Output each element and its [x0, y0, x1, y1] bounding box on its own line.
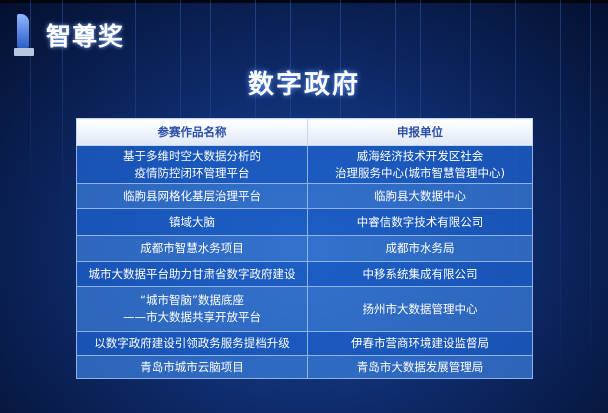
- cell-line: 中睿信数字技术有限公司: [356, 214, 484, 229]
- light-streak: [590, 0, 591, 395]
- applicant-unit-cell: 临朐县大数据中心: [307, 183, 533, 209]
- cell-line: “城市智脑”数据底座: [140, 293, 244, 307]
- header-applicant-unit: 申报单位: [307, 118, 533, 146]
- applicant-unit-cell: 成都市水务局: [307, 235, 533, 262]
- cell-line: 青岛市城市云脑项目: [140, 359, 244, 374]
- applicant-unit-cell: 中睿信数字技术有限公司: [307, 208, 533, 236]
- cell-line: 临朐县网格化基层治理平台: [123, 188, 261, 203]
- cell-line: ——市大数据共享开放平台: [123, 310, 261, 324]
- entry-name-cell: 青岛市城市云脑项目: [76, 355, 308, 379]
- entry-name-cell: “城市智脑”数据底座 ——市大数据共享开放平台: [76, 286, 308, 332]
- applicant-unit-cell: 扬州市大数据管理中心: [307, 286, 533, 332]
- entry-name-cell: 成都市智慧水务项目: [76, 235, 308, 262]
- entries-table: 参赛作品名称 申报单位 基于多维时空大数据分析的 疫情防控闭环管理平台 威海经济技术…: [76, 118, 533, 379]
- cell-line: 治理服务中心(城市智慧管理中心): [335, 165, 505, 180]
- cell-line: 以数字政府建设引领政务服务提档升级: [94, 336, 290, 350]
- cell-line: 威海经济技术开发区社会: [356, 148, 484, 163]
- cell-line: 成都市水务局: [385, 241, 455, 255]
- cell-line: 临朐县大数据中心: [374, 188, 466, 203]
- entry-name-cell: 镇域大脑: [76, 208, 308, 236]
- table-row: 临朐县网格化基层治理平台 临朐县大数据中心: [76, 183, 533, 209]
- applicant-unit-cell: 青岛市大数据发展管理局: [307, 355, 533, 379]
- table-row: 以数字政府建设引领政务服务提档升级 伊春市营商环境建设监督局: [76, 331, 533, 356]
- light-streak: [135, 0, 136, 230]
- light-streak: [560, 0, 561, 380]
- applicant-unit-cell: 伊春市营商环境建设监督局: [307, 331, 533, 356]
- page-title: 数字政府: [247, 70, 360, 100]
- table-row: 基于多维时空大数据分析的 疫情防控闭环管理平台 威海经济技术开发区社会 治理服务中心(…: [76, 145, 533, 184]
- applicant-unit-cell: 中移系统集成有限公司: [307, 261, 533, 287]
- table-row: 镇域大脑 中睿信数字技术有限公司: [76, 208, 533, 236]
- table-row: 青岛市城市云脑项目 青岛市大数据发展管理局: [76, 355, 533, 379]
- trophy-icon: [14, 12, 34, 58]
- applicant-unit-cell: 威海经济技术开发区社会治理服务中心(城市智慧管理中心): [307, 145, 533, 184]
- top-bar: [0, 0, 608, 3]
- light-streak: [30, 0, 31, 200]
- header-entry-name: 参赛作品名称: [76, 118, 308, 146]
- cell-line: 伊春市营商环境建设监督局: [351, 336, 489, 350]
- light-streak: [62, 0, 63, 215]
- table-row: 成都市智慧水务项目 成都市水务局: [76, 235, 533, 262]
- cell-line: 基于多维时空大数据分析的: [123, 148, 261, 163]
- cell-line: 扬州市大数据管理中心: [362, 301, 478, 316]
- cell-line: 城市大数据平台助力甘肃省数字政府建设: [88, 266, 296, 281]
- table-row: “城市智脑”数据底座 ——市大数据共享开放平台 扬州市大数据管理中心: [76, 286, 533, 332]
- cell-line: 青岛市大数据发展管理局: [356, 359, 484, 374]
- cell-line: 中移系统集成有限公司: [362, 266, 478, 281]
- entry-name-cell: 基于多维时空大数据分析的 疫情防控闭环管理平台: [76, 145, 308, 184]
- cell-line: 成都市智慧水务项目: [140, 241, 244, 255]
- entry-name-cell: 城市大数据平台助力甘肃省数字政府建设: [76, 261, 308, 287]
- logo: 智尊奖: [14, 12, 124, 58]
- cell-line: 疫情防控闭环管理平台: [134, 165, 250, 180]
- entry-name-cell: 临朐县网格化基层治理平台: [76, 183, 308, 209]
- entry-name-cell: 以数字政府建设引领政务服务提档升级: [76, 331, 308, 356]
- logo-text: 智尊奖: [46, 22, 125, 51]
- cell-line: 镇域大脑: [169, 214, 215, 229]
- table-row: 城市大数据平台助力甘肃省数字政府建设 中移系统集成有限公司: [76, 261, 533, 287]
